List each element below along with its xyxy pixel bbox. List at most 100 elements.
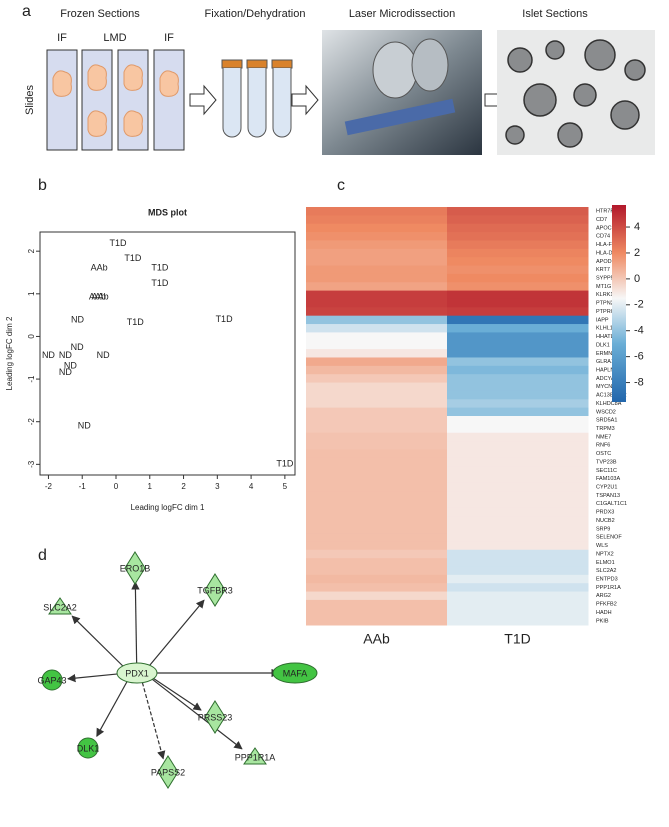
row-label: KLHL1 xyxy=(596,326,613,332)
heat-cell xyxy=(306,541,448,551)
slide-label: IF xyxy=(57,32,67,44)
node xyxy=(204,573,226,607)
heat-cell xyxy=(306,332,448,342)
column-label: T1D xyxy=(504,631,530,647)
point-label: ND xyxy=(59,350,72,360)
row-label: NPTX2 xyxy=(596,551,614,557)
heat-cell xyxy=(447,499,589,509)
tubes xyxy=(221,59,293,138)
point-label: ND xyxy=(71,315,84,325)
heat-cell xyxy=(447,232,589,241)
node-label: PRSS23 xyxy=(198,712,233,722)
heat-cell xyxy=(306,558,448,567)
heat-cell xyxy=(306,349,448,358)
row-label: FAM103A xyxy=(596,476,620,482)
heat-cell xyxy=(306,374,448,384)
heat-cell xyxy=(306,307,448,317)
row-label: ERMN xyxy=(596,351,612,357)
heat-cell xyxy=(447,491,589,501)
step-title: Islet Sections xyxy=(522,8,588,20)
node-label: TGFBR3 xyxy=(197,585,233,595)
heat-cell xyxy=(306,482,448,492)
row-label: TVP23B xyxy=(596,459,617,465)
y-tick-label: -1 xyxy=(27,375,36,383)
heat-cell xyxy=(447,566,589,576)
node-label: PDX1 xyxy=(125,668,149,678)
step-title: Laser Microdissection xyxy=(349,8,455,20)
row-label: SRD5A1 xyxy=(596,418,617,424)
row-label: GLRA1 xyxy=(596,359,614,365)
row-label: PPP1R1A xyxy=(596,585,621,591)
heat-cell xyxy=(447,516,589,526)
heatmap: HTR7P1 CD7 APOC1 CD74 HLA-F HLA-DRA APOD KRT7 SY… xyxy=(306,205,644,647)
colorbar-tick-label: -4 xyxy=(634,325,644,337)
row-label: ELMO1 xyxy=(596,560,615,566)
heat-cell xyxy=(447,424,589,434)
colorbar-tick-label: 0 xyxy=(634,273,640,285)
edge xyxy=(67,673,120,683)
heat-cell xyxy=(447,390,589,400)
heat-cell xyxy=(447,616,589,626)
row-label: C1GALT1C1 xyxy=(596,501,627,507)
heat-cell xyxy=(447,365,589,375)
node-label: MAFA xyxy=(283,668,308,678)
slides-label: Slides xyxy=(24,85,36,115)
heat-cell xyxy=(306,273,448,283)
point-label: AAb xyxy=(89,292,106,302)
x-tick-label: 1 xyxy=(148,482,153,491)
row-label: SEC11C xyxy=(596,468,617,474)
heat-cell xyxy=(306,257,448,267)
node xyxy=(243,747,267,765)
heat-cell xyxy=(306,574,448,584)
slide-label: IF xyxy=(164,32,174,44)
point-label: T1D xyxy=(151,278,169,288)
heat-cell xyxy=(306,357,448,367)
heat-cell xyxy=(306,207,448,216)
step-title: Fixation/Dehydration xyxy=(205,8,306,20)
node-label: PPP1R1A xyxy=(235,752,276,762)
node xyxy=(272,662,318,684)
point-label: ND xyxy=(78,420,91,430)
heat-cell xyxy=(447,340,589,350)
row-label: RNF6 xyxy=(596,443,610,449)
heat-cell xyxy=(447,466,589,476)
row-label: APOC1 xyxy=(596,225,615,231)
y-tick-label: 1 xyxy=(27,291,36,296)
row-label: ADCYAP1 xyxy=(596,376,621,382)
heat-cell xyxy=(447,399,589,409)
heat-cell xyxy=(306,441,448,450)
heat-cell xyxy=(447,382,589,392)
microscope-photo xyxy=(322,30,482,155)
heat-cell xyxy=(447,307,589,317)
node xyxy=(48,597,72,615)
heat-cell xyxy=(447,541,589,551)
row-label: KRT7 xyxy=(596,267,610,273)
heat-cell xyxy=(447,457,589,467)
row-label: WLS xyxy=(596,543,608,549)
heat-cell xyxy=(306,449,448,459)
heat-cell xyxy=(447,240,589,250)
node-label: GAP43 xyxy=(37,675,66,685)
heat-cell xyxy=(306,215,448,225)
heat-cell xyxy=(447,441,589,450)
heat-cell xyxy=(306,282,448,292)
heat-cell xyxy=(447,349,589,358)
heat-cell xyxy=(306,399,448,409)
heat-cell xyxy=(306,457,448,467)
heat-cell xyxy=(447,223,589,233)
point-label: ND xyxy=(71,342,84,352)
heat-cell xyxy=(306,248,448,258)
row-label: CD7 xyxy=(596,217,607,223)
point-label: T1D xyxy=(276,459,294,469)
edge xyxy=(96,681,128,738)
row-label: PRDX3 xyxy=(596,510,614,516)
row-label: OSTC xyxy=(596,451,611,457)
x-tick-label: 4 xyxy=(249,482,254,491)
heat-cell xyxy=(306,608,448,618)
heat-cell xyxy=(447,416,589,425)
edge xyxy=(141,682,166,760)
heat-cell xyxy=(306,424,448,434)
row-label: HLA-F xyxy=(596,242,613,248)
heat-cell xyxy=(447,524,589,534)
